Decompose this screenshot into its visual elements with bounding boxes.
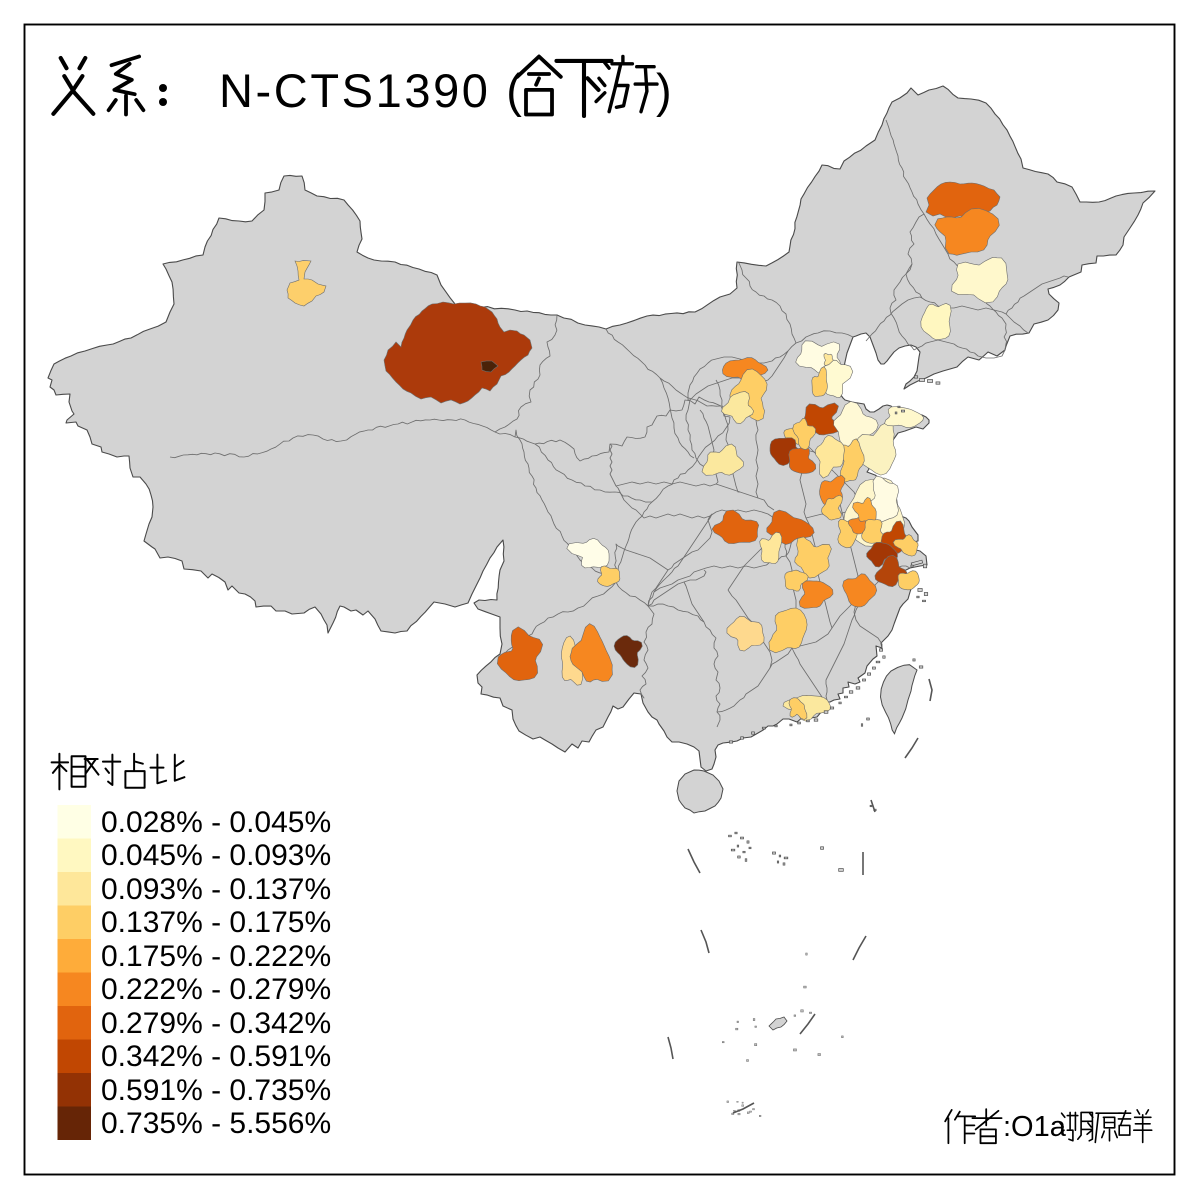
svg-text:0.735% - 5.556%: 0.735% - 5.556%: [101, 1107, 331, 1140]
svg-text:0.222% - 0.279%: 0.222% - 0.279%: [101, 973, 331, 1006]
svg-text:0.028% - 0.045%: 0.028% - 0.045%: [101, 806, 331, 839]
svg-text:0.137% - 0.175%: 0.137% - 0.175%: [101, 906, 331, 939]
svg-text:0.045% - 0.093%: 0.045% - 0.093%: [101, 839, 331, 872]
svg-text:0.591% - 0.735%: 0.591% - 0.735%: [101, 1074, 331, 1107]
svg-text:): ): [656, 64, 672, 117]
svg-text:0.279% - 0.342%: 0.279% - 0.342%: [101, 1007, 331, 1040]
svg-text:N-CTS1390 (: N-CTS1390 (: [219, 64, 524, 117]
svg-text:0.175% - 0.222%: 0.175% - 0.222%: [101, 940, 331, 973]
svg-text:0.093% - 0.137%: 0.093% - 0.137%: [101, 873, 331, 906]
svg-text::O1a: :O1a: [1003, 1111, 1067, 1143]
svg-text:0.342% - 0.591%: 0.342% - 0.591%: [101, 1040, 331, 1073]
